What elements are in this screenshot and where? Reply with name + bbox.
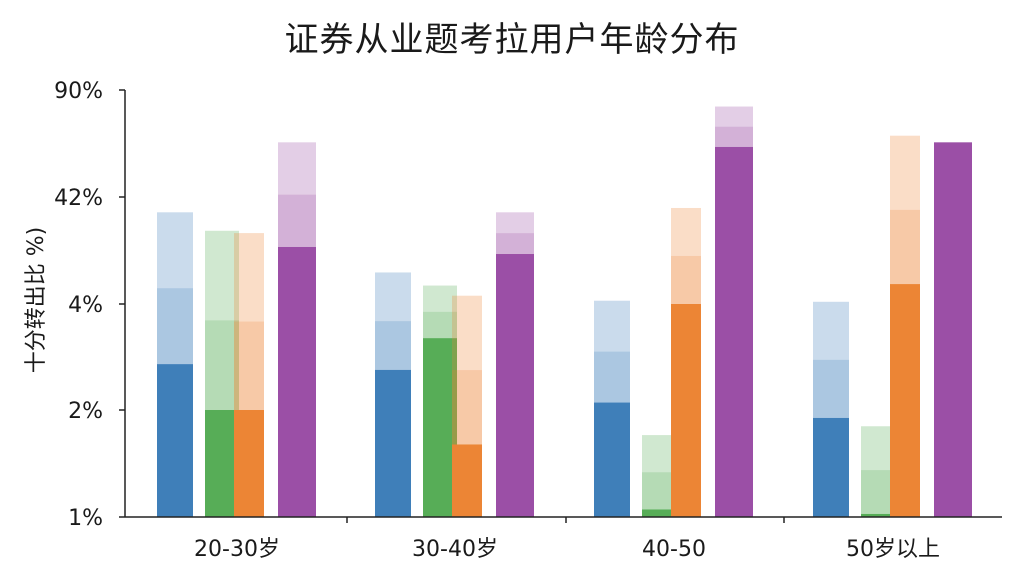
y-tick-label: 90% [54,79,103,104]
bar [234,410,264,517]
bar-faded-extension [671,207,701,304]
y-tick-label: 42% [54,186,103,211]
bar-faded-band [671,255,701,304]
bar [813,417,849,517]
bar [496,254,534,518]
bar-faded-extension [715,106,753,147]
bar-faded-extension [861,426,895,514]
bar-faded-band [452,370,482,445]
bar-faded-band [890,209,920,285]
bar [671,304,701,517]
bar-faded-band [642,472,676,510]
bar-faded-band [157,288,193,365]
chart-title: 证券从业题考拉用户年龄分布 [284,20,740,60]
bar-faded-band [861,470,895,514]
bar [278,246,316,517]
bar [594,402,630,517]
bar [205,410,239,517]
bar [861,513,895,517]
bar [715,146,753,517]
bar-faded-extension [890,135,920,285]
bar [890,284,920,517]
y-tick-label: 2% [68,399,103,424]
bar [157,364,193,517]
bar-faded-extension [205,230,239,410]
axes-layer: 1% 2% 4% 42% 90% 20-30岁 30-40岁 40-50 50岁以上 [54,79,1002,562]
bar-faded-extension [452,295,482,445]
bar-faded-extension [234,233,264,410]
bar-faded-band [375,321,411,370]
x-tick-label: 50岁以上 [846,537,940,562]
bar-faded-extension [423,285,457,339]
x-tick-label: 30-40岁 [412,537,498,562]
bar-faded-band [496,233,534,255]
bar [642,509,676,517]
bars-layer [157,106,972,518]
y-tick-label: 1% [68,506,103,531]
bar-faded-band [234,321,264,410]
bar-faded-extension [375,272,411,370]
bar-faded-extension [157,212,193,365]
bar-faded-extension [278,142,316,247]
bar-faded-band [278,194,316,247]
x-tick-label: 20-30岁 [194,537,280,562]
bar-faded-band [813,359,849,418]
bar-faded-band [423,311,457,339]
bar [375,369,411,517]
bar [934,142,972,518]
bar-faded-band [715,126,753,147]
bar-faded-extension [813,301,849,418]
bar-faded-extension [496,212,534,255]
bar-faded-extension [642,435,676,510]
bar-faded-band [594,351,630,403]
bar [423,338,457,517]
y-tick-label: 4% [68,293,103,318]
bar-faded-band [205,320,239,410]
bar-faded-extension [594,300,630,403]
bar [452,444,482,517]
x-tick-label: 40-50 [642,537,706,562]
